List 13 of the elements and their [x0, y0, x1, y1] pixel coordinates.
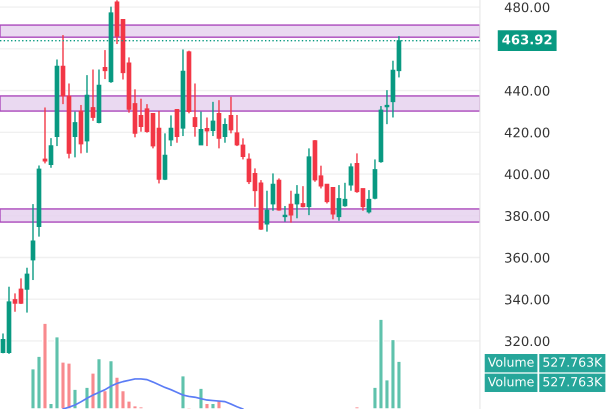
text: 527.763K	[543, 376, 603, 386]
text: Volume	[488, 376, 534, 386]
text: Volume	[488, 357, 534, 367]
y-tick-label: 420.00	[504, 128, 550, 138]
y-tick-label: 380.00	[505, 210, 550, 221]
y-tick-label: 360.00	[505, 252, 550, 263]
y-tick-label: 480.00	[504, 2, 550, 12]
y-tick-label: 400.00	[504, 169, 550, 180]
y-tick-label: 320.00	[505, 336, 550, 346]
y-tick-label: 440.00	[504, 86, 550, 96]
text: 527.763K	[543, 357, 603, 367]
ref-line-label: 463.92	[502, 34, 552, 44]
y-tick-label: 340.00	[505, 294, 550, 304]
